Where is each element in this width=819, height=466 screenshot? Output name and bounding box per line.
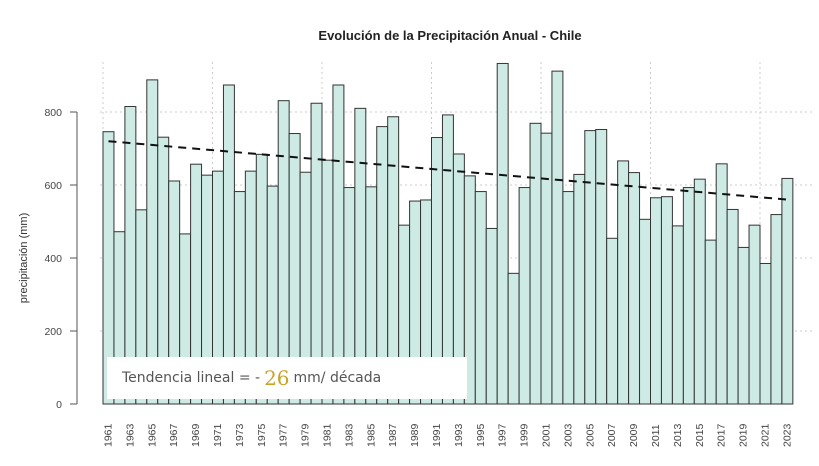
bar-2018 xyxy=(726,208,739,405)
x-tick-label: 1971 xyxy=(212,423,224,447)
x-tick-label: 2017 xyxy=(716,423,728,447)
bar-2023 xyxy=(781,177,794,405)
trend-annotation: Tendencia lineal = - 26 mm/ década xyxy=(107,357,467,399)
x-tick-label: 1991 xyxy=(431,423,443,447)
x-tick-label: 1965 xyxy=(146,423,158,447)
bar-2005 xyxy=(584,130,597,405)
bar-2003 xyxy=(562,191,575,405)
bar-1965 xyxy=(146,79,159,405)
trend-line-group xyxy=(108,140,788,201)
chart-title: Evolución de la Precipitación Anual - Ch… xyxy=(318,28,581,43)
bar-1999 xyxy=(518,187,531,405)
y-axis: 0 200 400 600 800 xyxy=(44,107,78,411)
bar-2021 xyxy=(759,262,772,405)
x-tick-label: 1963 xyxy=(124,423,136,447)
x-tick-label: 1985 xyxy=(365,423,377,447)
x-tick-label: 2011 xyxy=(650,424,662,447)
x-tick-label: 1987 xyxy=(387,423,399,447)
y-axis-label: precipitación (mm) xyxy=(18,213,30,303)
x-tick-label: 2015 xyxy=(694,423,706,447)
x-tick-label: 1977 xyxy=(278,423,290,447)
bar-2022 xyxy=(770,214,783,405)
x-tick-label: 2005 xyxy=(584,423,596,447)
bar-2000 xyxy=(529,122,542,405)
x-tick-label: 1969 xyxy=(190,423,202,447)
x-tick-label: 2001 xyxy=(540,423,552,447)
bar-2009 xyxy=(628,172,641,405)
bar-2019 xyxy=(737,246,750,405)
x-tick-label: 1999 xyxy=(519,423,531,447)
bar-2017 xyxy=(715,163,728,405)
x-tick-label: 2023 xyxy=(781,423,793,447)
annotation-value: 26 xyxy=(264,366,290,390)
x-tick-label: 1993 xyxy=(453,423,465,447)
annotation-suffix: mm/ década xyxy=(293,370,382,386)
bar-2006 xyxy=(595,129,608,405)
y-tick-label: 600 xyxy=(44,180,62,192)
y-tick-label: 800 xyxy=(44,107,62,119)
x-tick-label: 2021 xyxy=(759,423,771,447)
x-tick-label: 2009 xyxy=(628,423,640,447)
x-tick-label: 1967 xyxy=(168,423,180,447)
bar-1997 xyxy=(496,62,509,405)
x-axis: 1961 1963 1965 1967 1969 1971 1973 1975 1977 1979… xyxy=(102,423,793,447)
bar-2007 xyxy=(606,237,619,405)
x-tick-label: 1979 xyxy=(300,423,312,447)
x-tick-label: 1981 xyxy=(321,423,333,447)
y-tick-label: 400 xyxy=(44,253,62,265)
x-tick-label: 1973 xyxy=(234,423,246,447)
bar-2001 xyxy=(540,132,553,405)
x-tick-label: 2007 xyxy=(606,423,618,447)
bar-2010 xyxy=(639,218,651,405)
annotation-prefix: Tendencia lineal = - xyxy=(122,370,261,386)
x-tick-label: 2003 xyxy=(562,423,574,447)
bar-2016 xyxy=(704,239,717,405)
x-tick-label: 1983 xyxy=(343,423,355,447)
bar-2020 xyxy=(748,224,761,405)
bar-2014 xyxy=(682,187,695,405)
x-tick-label: 1997 xyxy=(497,423,509,447)
bar-2013 xyxy=(671,225,684,405)
x-tick-label: 2013 xyxy=(672,423,684,447)
x-tick-label: 1961 xyxy=(102,423,114,447)
bar-1996 xyxy=(485,227,498,405)
x-tick-label: 1989 xyxy=(409,423,421,447)
x-tick-label: 1995 xyxy=(475,423,487,447)
bar-2012 xyxy=(660,196,673,405)
trend-line xyxy=(108,140,788,201)
x-tick-label: 2019 xyxy=(738,423,750,447)
bars xyxy=(102,62,794,405)
bar-2008 xyxy=(617,160,630,405)
bar-2004 xyxy=(573,173,586,405)
y-tick-label: 0 xyxy=(56,399,62,411)
bar-2011 xyxy=(650,197,662,405)
bar-2015 xyxy=(693,178,706,405)
x-tick-label: 1975 xyxy=(256,423,268,447)
bar-1995 xyxy=(474,191,487,405)
y-tick-label: 200 xyxy=(44,326,62,338)
bar-1998 xyxy=(507,272,520,405)
bar-2002 xyxy=(551,70,564,405)
